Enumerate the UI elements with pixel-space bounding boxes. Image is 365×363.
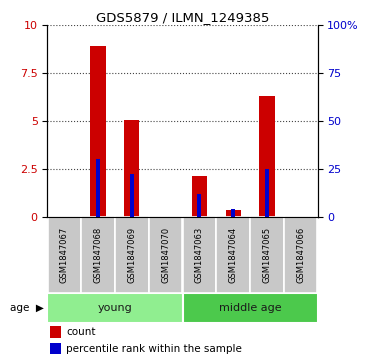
Bar — [182, 293, 318, 323]
Text: age  ▶: age ▶ — [10, 303, 44, 313]
Text: GSM1847066: GSM1847066 — [296, 227, 305, 283]
Bar — [226, 210, 241, 216]
Bar — [216, 216, 250, 293]
Bar — [130, 175, 134, 216]
Bar — [250, 216, 284, 293]
Bar — [50, 343, 61, 354]
Text: percentile rank within the sample: percentile rank within the sample — [66, 343, 242, 354]
Bar — [124, 120, 139, 216]
Bar — [231, 209, 235, 216]
Bar — [115, 216, 149, 293]
Text: GSM1847068: GSM1847068 — [93, 227, 103, 283]
Bar — [149, 216, 182, 293]
Text: GSM1847065: GSM1847065 — [262, 227, 272, 283]
Bar — [47, 293, 182, 323]
Bar — [284, 216, 318, 293]
Bar — [96, 159, 100, 216]
Bar — [259, 96, 274, 216]
Title: GDS5879 / ILMN_1249385: GDS5879 / ILMN_1249385 — [96, 11, 269, 24]
Bar — [265, 169, 269, 216]
Text: GSM1847070: GSM1847070 — [161, 227, 170, 283]
Bar — [182, 216, 216, 293]
Bar — [50, 326, 61, 338]
Bar — [192, 176, 207, 216]
Text: young: young — [97, 303, 132, 313]
Text: GSM1847069: GSM1847069 — [127, 227, 137, 283]
Text: GSM1847067: GSM1847067 — [60, 227, 69, 283]
Bar — [81, 216, 115, 293]
Bar — [197, 193, 201, 216]
Bar — [47, 216, 81, 293]
Text: count: count — [66, 327, 96, 337]
Text: GSM1847064: GSM1847064 — [228, 227, 238, 283]
Bar — [91, 46, 106, 216]
Text: GSM1847063: GSM1847063 — [195, 227, 204, 283]
Text: middle age: middle age — [219, 303, 281, 313]
